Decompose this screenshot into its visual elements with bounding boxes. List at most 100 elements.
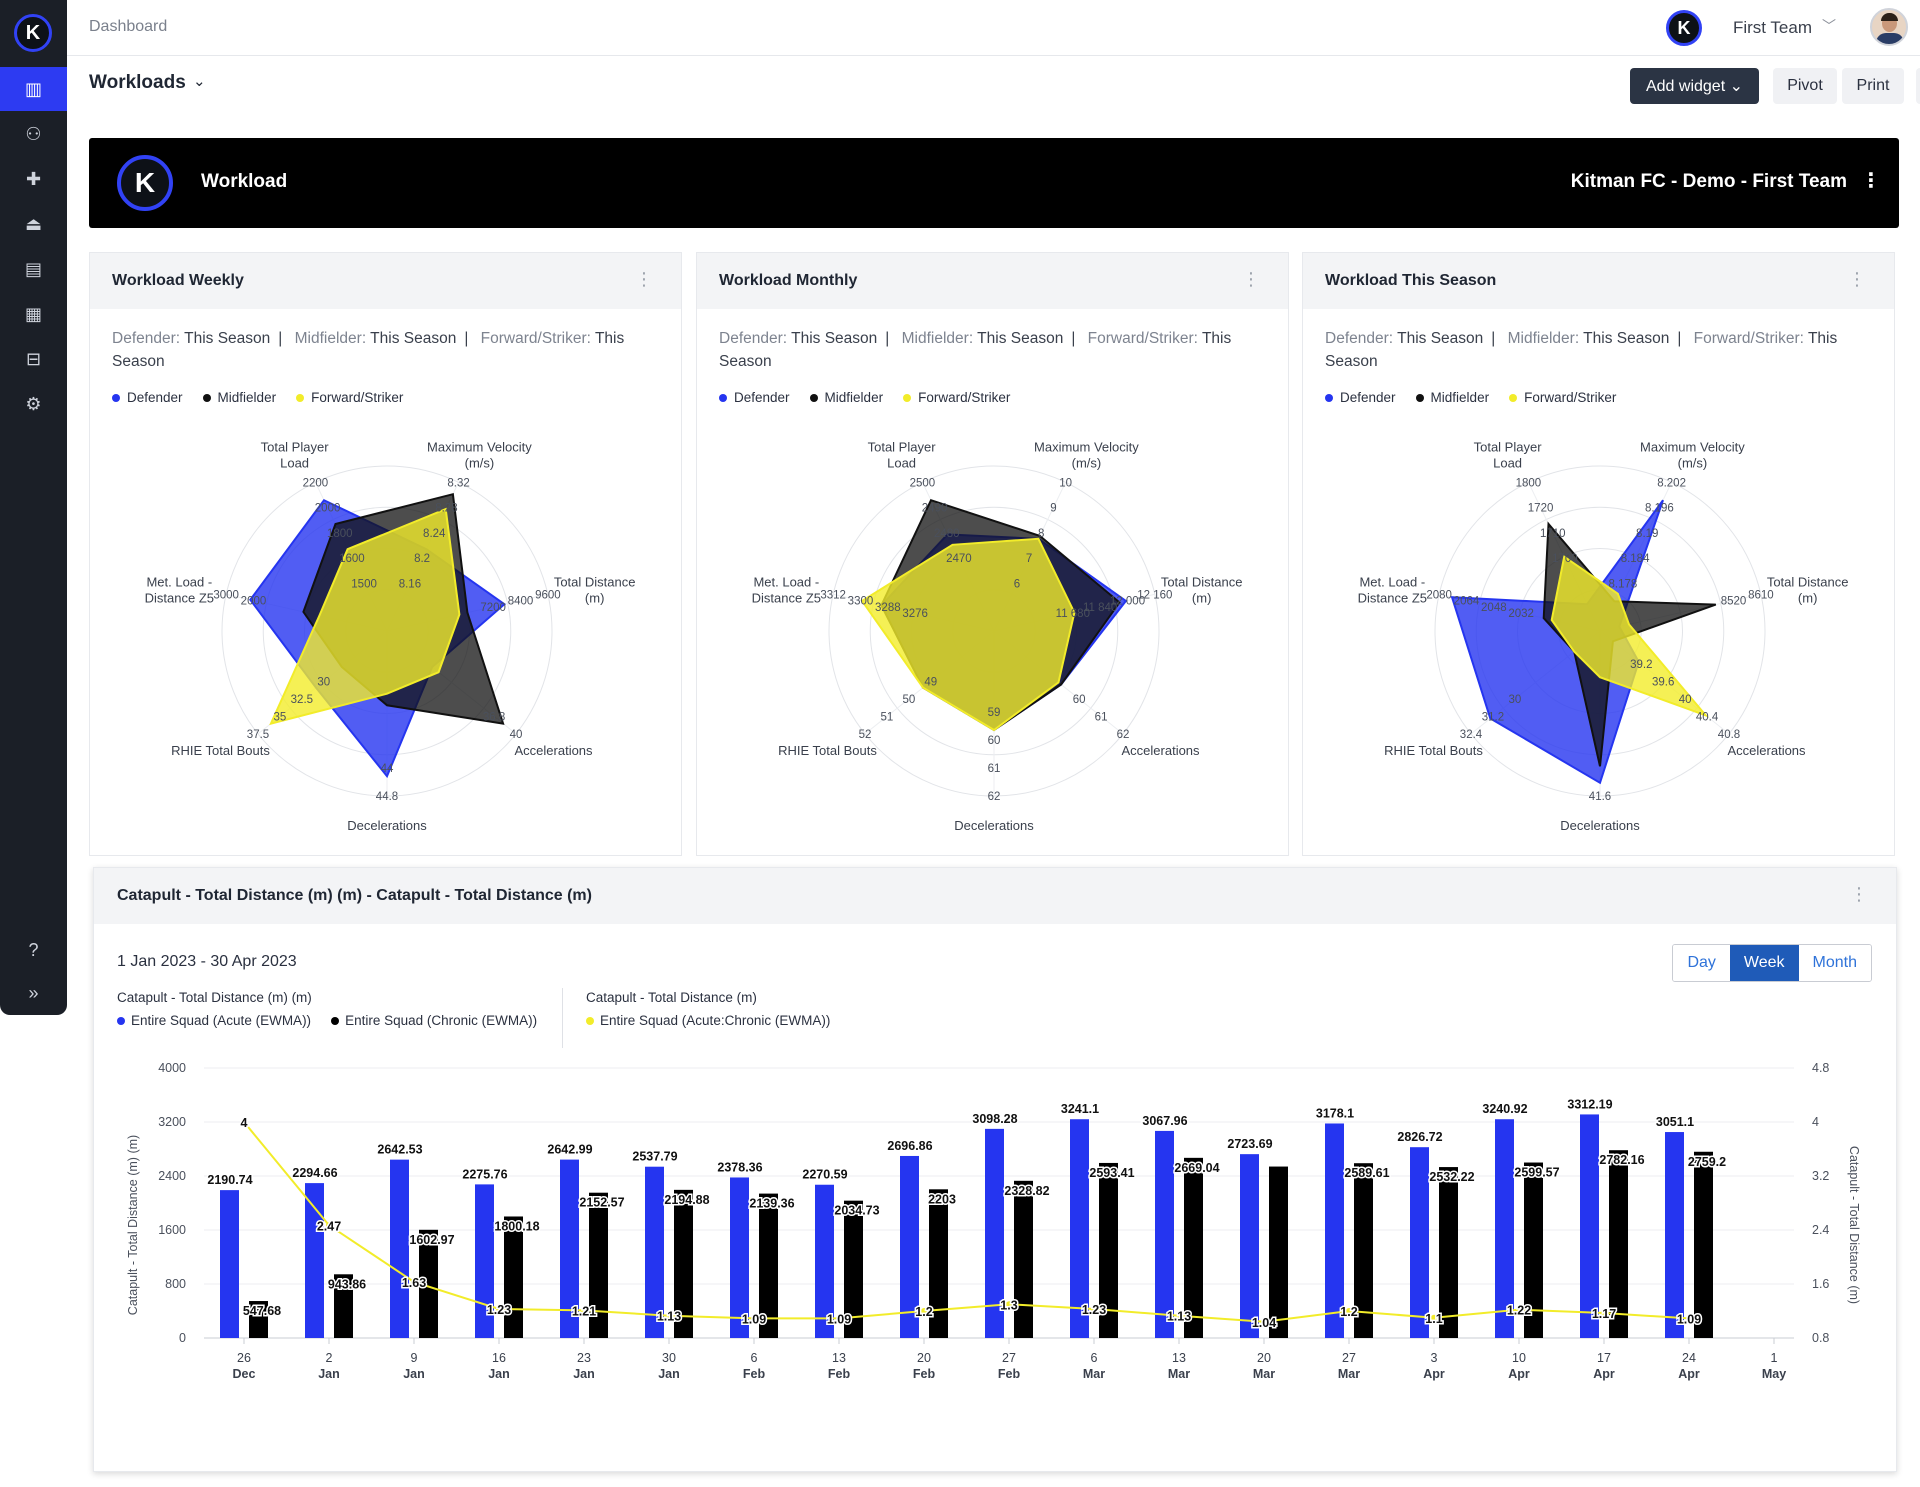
team-selector[interactable]: First Team	[1732, 18, 1812, 37]
widget-menu-icon[interactable]: ⋮	[1848, 269, 1866, 289]
acute-bar	[1580, 1114, 1599, 1338]
medical-cross-icon[interactable]: ✚	[25, 168, 42, 189]
chronic-bar	[1439, 1167, 1458, 1338]
acute-data-label: 3051.1	[1656, 1115, 1694, 1129]
training-cone-icon[interactable]: ⏏	[24, 213, 42, 234]
radar-axis-label: Met. Load -Distance Z5	[752, 575, 821, 606]
chronic-data-label: 2194.88	[664, 1193, 709, 1207]
x-axis-tick-day: 6	[1091, 1351, 1098, 1365]
x-axis-tick-day: 27	[1342, 1351, 1356, 1365]
inbox-icon[interactable]: ⊟	[25, 348, 42, 369]
x-axis-tick-day: 20	[1257, 1351, 1271, 1365]
legend-item[interactable]: Forward/Striker	[296, 390, 403, 405]
help-icon[interactable]: ?	[28, 939, 39, 960]
granularity-day-button[interactable]: Day	[1673, 945, 1730, 981]
chronic-data-label: 2532.22	[1429, 1170, 1474, 1184]
x-axis-tick-month: Feb	[913, 1367, 936, 1381]
legend-item[interactable]: Midfielder	[1415, 390, 1489, 405]
legend-item[interactable]: Defender	[719, 390, 790, 405]
radar-axis-label: Total Player Load	[868, 440, 937, 471]
banner-menu-icon[interactable]: ⋮	[1861, 170, 1881, 192]
radar-series-forward-striker[interactable]	[269, 507, 461, 726]
radar-tick-label: 44.8	[376, 791, 398, 803]
ratio-data-label: 1.2	[915, 1305, 932, 1319]
x-axis-tick-month: Feb	[743, 1367, 766, 1381]
radar-tick-label: 32.4	[1460, 729, 1483, 741]
chronic-bar	[1694, 1151, 1713, 1338]
club-logo: K	[117, 155, 173, 211]
breadcrumb[interactable]: Dashboard	[89, 18, 168, 35]
pivot-button[interactable]: Pivot	[1773, 68, 1837, 104]
chevron-down-icon[interactable]: ⌄	[193, 73, 206, 90]
widget-filters: Defender: This Season | Midfielder: This …	[719, 330, 1232, 370]
widget-header: Workload This Season ⋮	[1303, 253, 1894, 309]
granularity-toggle: Day Week Month	[1672, 944, 1872, 982]
chronic-data-label: 2599.57	[1514, 1166, 1559, 1180]
acute-bar	[560, 1159, 579, 1338]
legend-item[interactable]: Defender	[1325, 390, 1396, 405]
chronic-data-label: 2593.41	[1089, 1166, 1134, 1180]
chevron-down-icon[interactable]: ﹀	[1822, 18, 1836, 34]
radar-tick-label: 8.16	[399, 578, 421, 590]
acute-bar	[390, 1159, 409, 1338]
legend-item[interactable]: Midfielder	[202, 390, 276, 405]
calendar-icon[interactable]: ▦	[24, 303, 42, 324]
people-icon[interactable]: ⚇	[25, 123, 42, 144]
ratio-data-label: 1.04	[1252, 1316, 1276, 1330]
radar-tick-label: 1600	[339, 553, 365, 565]
radar-tick-label: 61	[988, 763, 1001, 775]
acute-data-label: 2190.74	[207, 1173, 252, 1187]
legend-item[interactable]: Midfielder	[809, 390, 883, 405]
radar-tick-label: 6	[1014, 578, 1020, 590]
widget-title: Catapult - Total Distance (m) (m) - Cata…	[117, 887, 592, 904]
radar-series-forward-striker[interactable]	[1550, 555, 1709, 718]
x-axis-tick-day: 6	[751, 1351, 758, 1365]
radar-legend: Defender Midfielder Forward/Striker	[1325, 390, 1616, 405]
filter-key: Midfielder:	[1507, 330, 1580, 347]
settings-icon[interactable]: ⚙	[25, 393, 42, 414]
acute-bar	[1240, 1154, 1259, 1338]
print-button[interactable]: Print	[1842, 68, 1904, 104]
acute-bar	[985, 1128, 1004, 1338]
widget-menu-icon[interactable]: ⋮	[635, 269, 653, 289]
radar-axis-label: Total Player Load	[1474, 440, 1543, 471]
x-axis-tick-month: Apr	[1423, 1367, 1445, 1381]
radar-axis-label: Total Distance (m)	[1767, 575, 1849, 606]
legend-item[interactable]: Entire Squad (Acute:Chronic (EWMA))	[586, 1013, 830, 1028]
granularity-month-button[interactable]: Month	[1798, 945, 1871, 981]
add-widget-button[interactable]: Add widget ⌄	[1630, 68, 1759, 104]
legend-item[interactable]: Entire Squad (Chronic (EWMA))	[331, 1013, 537, 1028]
filter-key: Forward/Striker:	[480, 330, 591, 347]
radar-tick-label: 3312	[820, 589, 846, 601]
clipboard-icon[interactable]: ▤	[24, 258, 42, 279]
granularity-week-button[interactable]: Week	[1729, 945, 1799, 981]
radar-series-forward-striker[interactable]	[860, 537, 1076, 732]
radar-widget: Workload This Season ⋮ Defender: This Se…	[1302, 252, 1895, 856]
radar-axis-label: Maximum Velocity (m/s)	[427, 440, 532, 471]
expand-sidebar-icon[interactable]: »	[28, 982, 39, 1003]
widget-filters: Defender: This Season | Midfielder: This …	[112, 330, 625, 370]
dashboard-selector[interactable]: Workloads	[89, 72, 186, 93]
legend-item[interactable]: Forward/Striker	[903, 390, 1010, 405]
app-logo[interactable]: K	[14, 14, 52, 52]
acute-bar	[900, 1155, 919, 1338]
ratio-point	[1516, 1306, 1522, 1313]
chronic-bar	[589, 1192, 608, 1338]
widget-menu-icon[interactable]: ⋮	[1242, 269, 1260, 289]
x-axis-tick-month: Jan	[488, 1367, 510, 1381]
more-options-button[interactable]: ⋮	[1916, 68, 1920, 104]
radar-tick-label: 12 160	[1137, 589, 1172, 601]
avatar[interactable]	[1870, 8, 1908, 46]
chronic-bar	[1524, 1162, 1543, 1338]
widget-menu-icon[interactable]: ⋮	[1850, 884, 1868, 904]
radar-tick-label: 8520	[1721, 596, 1747, 608]
legend-item[interactable]: Forward/Striker	[1509, 390, 1616, 405]
bar-chart-icon[interactable]: ▥	[0, 67, 67, 111]
y2-axis-tick: 4	[1812, 1115, 1819, 1129]
ratio-data-label: 1.21	[572, 1304, 596, 1318]
chronic-data-label: 1800.18	[494, 1219, 539, 1233]
x-axis-tick-day: 27	[1002, 1351, 1016, 1365]
legend-item[interactable]: Entire Squad (Acute (EWMA))	[117, 1013, 311, 1028]
legend-item[interactable]: Defender	[112, 390, 183, 405]
